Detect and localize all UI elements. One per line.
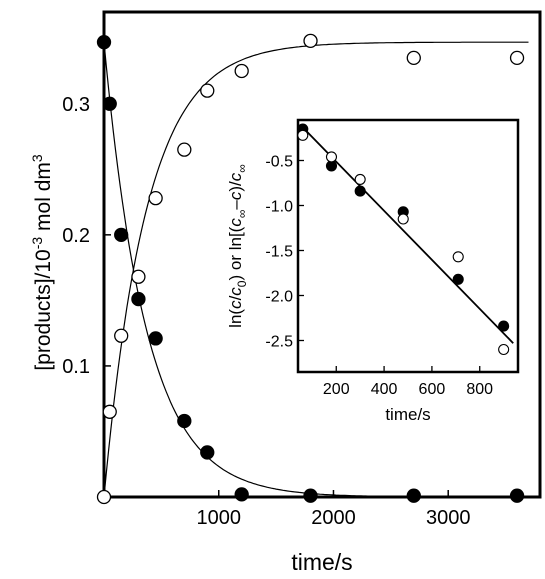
- inset-y-label-minus: –: [226, 200, 245, 210]
- main-y-label-exponent-1: -3: [29, 237, 45, 250]
- main-point-filled: [303, 488, 318, 503]
- inset-point-filled: [498, 320, 510, 332]
- main-point-open: [114, 328, 129, 343]
- main-point-filled: [131, 291, 146, 307]
- inset-point-open: [397, 213, 409, 225]
- inset-y-axis-label: ln(c/c0) or ln[(c∞–c)/c∞: [226, 164, 249, 328]
- main-point-open: [177, 142, 192, 157]
- inset-point-open: [452, 251, 464, 263]
- inset-y-label-slash: /: [226, 295, 245, 300]
- main-point-filled: [177, 413, 192, 429]
- inset-y-label-italic-c4: c: [226, 191, 245, 200]
- inset-y-label-sub-inf-2: ∞: [235, 164, 249, 173]
- inset-y-label-italic-c1: c: [226, 300, 245, 309]
- inset-y-label-sub-inf-1: ∞: [235, 210, 249, 219]
- main-x-tick-label: 2000: [311, 507, 356, 529]
- main-point-filled: [148, 331, 163, 346]
- inset-point-open: [498, 343, 510, 356]
- main-point-open: [131, 269, 146, 284]
- inset-x-tick-label: 200: [323, 381, 350, 398]
- inset-y-label-part-3: )/: [226, 181, 245, 192]
- main-point-open: [234, 63, 249, 79]
- inset-y-tick-label: -2.0: [265, 289, 293, 306]
- main-point-open: [96, 489, 112, 505]
- main-point-open: [200, 83, 215, 98]
- inset-y-label-italic-c3: c: [226, 218, 245, 227]
- inset-point-open: [325, 151, 338, 163]
- main-point-filled: [200, 445, 215, 460]
- main-point-open: [102, 404, 117, 419]
- inset-point-filled: [452, 273, 464, 285]
- main-y-tick-label: 0.3: [62, 94, 90, 116]
- main-point-open: [509, 50, 525, 66]
- inset-y-tick-label: -1.5: [265, 244, 293, 261]
- main-point-filled: [509, 488, 525, 503]
- main-y-label-part-2: mol dm: [32, 162, 55, 237]
- main-y-label-exponent-2: 3: [29, 154, 45, 162]
- inset-x-tick-label: 600: [419, 381, 446, 398]
- inset-y-label-italic-c2: c: [226, 287, 245, 296]
- main-point-open: [148, 190, 163, 206]
- main-x-axis-label: time/s: [291, 549, 352, 575]
- main-point-filled: [406, 488, 421, 503]
- inset-plot-marks: 200 400 600 800 -0.5 -1.0 -1.5 -2.0 -2.5: [265, 123, 514, 398]
- main-point-open: [406, 50, 421, 66]
- main-point-filled: [96, 34, 112, 50]
- main-point-filled: [114, 227, 129, 242]
- inset-x-tick-label: 400: [371, 381, 398, 398]
- inset-y-label-part-1: ln(: [226, 309, 245, 328]
- main-x-tick-label: 1000: [196, 507, 241, 529]
- inset-y-tick-label: -2.5: [265, 334, 293, 351]
- main-fit-curve-growth: [103, 41, 529, 498]
- inset-point-open: [354, 173, 366, 185]
- main-point-filled: [234, 487, 249, 502]
- inset-y-label-italic-c5: c: [226, 172, 245, 181]
- inset-y-tick-label: -1.0: [265, 199, 293, 216]
- main-y-axis-label: [products]/10-3 mol dm3: [29, 154, 55, 371]
- inset-y-label-sub-0: 0: [235, 280, 249, 287]
- inset-point-filled: [354, 185, 366, 197]
- main-point-open: [303, 33, 318, 48]
- main-x-tick-label: 3000: [426, 507, 471, 529]
- inset-fit-line: [299, 124, 514, 344]
- main-y-tick-label: 0.2: [62, 225, 90, 247]
- inset-y-label-part-2: ) or ln[(: [226, 226, 245, 280]
- inset-x-tick-label: 800: [466, 381, 493, 398]
- main-plot-frame: [102, 10, 542, 499]
- inset-y-tick-label: -0.5: [265, 154, 293, 171]
- main-point-filled: [102, 96, 117, 111]
- inset-point-open: [297, 129, 309, 141]
- main-y-tick-label: 0.1: [62, 356, 90, 378]
- main-y-label-part-1: [products]/10: [32, 249, 55, 370]
- inset-x-axis-label: time/s: [385, 405, 430, 424]
